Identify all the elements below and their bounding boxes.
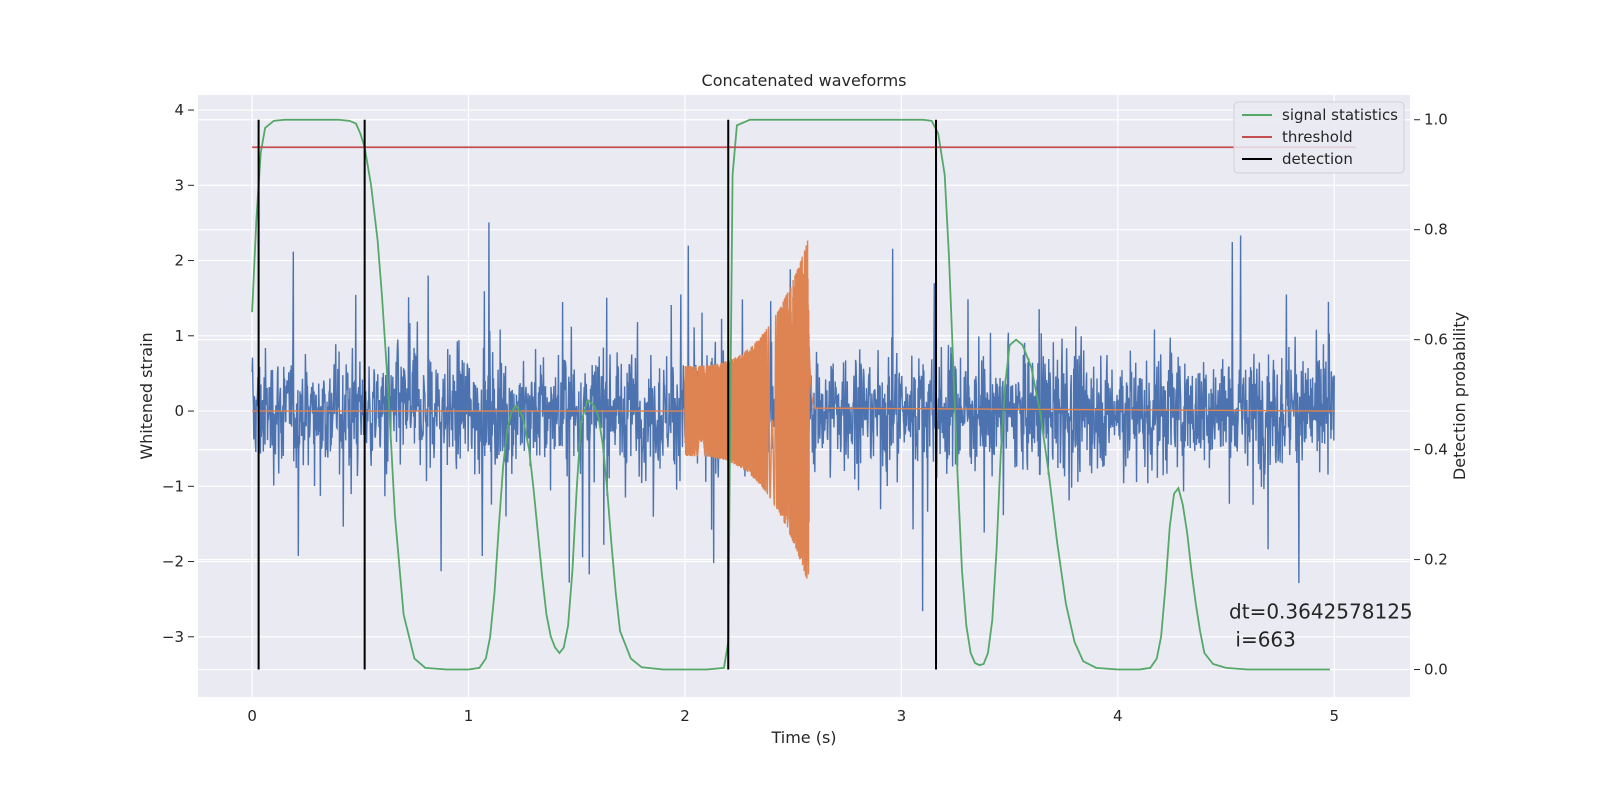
right-y-tick-label: 0.6 bbox=[1424, 331, 1448, 349]
left-y-tick-label: 4 bbox=[174, 101, 184, 119]
right-y-tick-label: 0.2 bbox=[1424, 551, 1448, 569]
left-y-axis-label: Whitened strain bbox=[137, 332, 156, 459]
legend-box bbox=[1233, 101, 1405, 174]
x-tick-label: 0 bbox=[247, 707, 257, 725]
probability-series bbox=[251, 118, 1356, 671]
legend-entry: signal statistics bbox=[1282, 106, 1398, 124]
x-tick-label: 2 bbox=[680, 707, 690, 725]
injected-signal-series bbox=[252, 240, 1335, 579]
legend-entry: threshold bbox=[1282, 128, 1353, 146]
x-tick-label: 1 bbox=[464, 707, 474, 725]
left-y-tick-label: −2 bbox=[162, 553, 184, 571]
injected-signal-line bbox=[252, 240, 1335, 579]
chart-title: Concatenated waveforms bbox=[702, 71, 907, 90]
signal-statistics-line bbox=[251, 118, 1330, 671]
right-y-tick-label: 1.0 bbox=[1424, 111, 1448, 129]
left-y-tick-label: −3 bbox=[162, 628, 184, 646]
left-y-tick-label: −1 bbox=[162, 477, 184, 495]
right-y-tick-label: 0.0 bbox=[1424, 661, 1448, 679]
right-y-axis-label: Detection probability bbox=[1450, 312, 1469, 480]
left-y-tick-label: 1 bbox=[174, 327, 184, 345]
legend-entry: detection bbox=[1282, 150, 1353, 168]
x-tick-label: 4 bbox=[1113, 707, 1123, 725]
right-y-tick-label: 0.8 bbox=[1424, 221, 1448, 239]
annotation-dt: dt=0.3642578125 bbox=[1229, 600, 1413, 624]
x-axis-label: Time (s) bbox=[770, 728, 836, 747]
left-y-tick-label: 3 bbox=[174, 176, 184, 194]
annotation-index: i=663 bbox=[1229, 628, 1296, 652]
axis-ticks: 0 1 2 3 4 5 −3 −2 −1 0 1 2 3 4 0.0 0.2 0.4 0.6 0.8 1.0 bbox=[162, 101, 1448, 725]
x-tick-label: 3 bbox=[897, 707, 907, 725]
right-y-tick-label: 0.4 bbox=[1424, 441, 1448, 459]
left-y-tick-label: 2 bbox=[174, 252, 184, 270]
x-tick-label: 5 bbox=[1329, 707, 1339, 725]
left-y-tick-label: 0 bbox=[174, 402, 184, 420]
legend: signal statistics threshold detection bbox=[1233, 101, 1405, 174]
